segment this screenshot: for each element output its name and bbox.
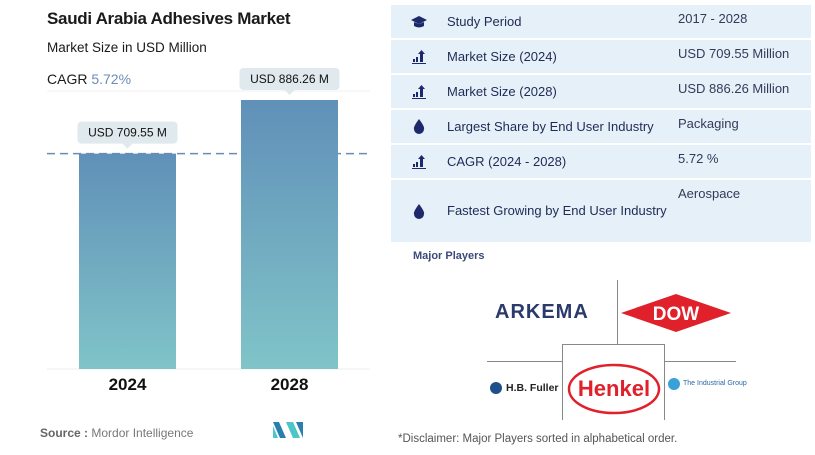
- henkel-box: [562, 344, 665, 420]
- summary-row: Study Period 2017 - 2028: [391, 5, 811, 40]
- data-label-pointer: [122, 143, 133, 149]
- summary-label: Largest Share by End User Industry: [447, 118, 654, 134]
- graduation-cap-icon: [391, 15, 447, 28]
- summary-row: Fastest Growing by End User Industry Aero…: [391, 180, 811, 244]
- drop-icon: [391, 203, 447, 219]
- henkel-logo-text: Henkel: [578, 376, 650, 401]
- source: Source : Mordor Intelligence: [40, 426, 193, 440]
- divider: [487, 361, 563, 362]
- hb-fuller-logo-text: H.B. Fuller: [506, 382, 559, 394]
- summary-row: CAGR (2024 - 2028) 5.72 %: [391, 145, 811, 180]
- disclaimer: *Disclaimer: Major Players sorted in alp…: [398, 433, 678, 445]
- bar-chart-up-icon: [391, 49, 447, 64]
- source-label: Source :: [40, 426, 89, 440]
- chart-title: Saudi Arabia Adhesives Market: [47, 9, 291, 28]
- summary-value: 5.72 %: [678, 151, 719, 166]
- dow-logo-text: DOW: [653, 304, 700, 325]
- summary-label: CAGR (2024 - 2028): [447, 153, 567, 169]
- summary-value: Aerospace: [678, 186, 741, 201]
- data-label-bubble: [239, 68, 340, 90]
- summary-row: Market Size (2028) USD 886.26 Million: [391, 75, 811, 110]
- bar-2024: [79, 153, 176, 369]
- drop-icon: [391, 119, 447, 134]
- summary-row: Largest Share by End User Industry Packag…: [391, 110, 811, 145]
- chart-subtitle: Market Size in USD Million: [47, 40, 207, 55]
- hb-fuller-logo: H.B. Fuller: [490, 382, 559, 394]
- cagr-value: 5.72%: [91, 71, 132, 87]
- summary-label: Study Period: [447, 13, 522, 29]
- dow-logo: DOW: [621, 294, 731, 332]
- cagr-label: CAGR: [47, 71, 88, 87]
- bar-2028: [241, 100, 338, 369]
- summary-row: Market Size (2024) USD 709.55 Million: [391, 40, 811, 75]
- industrial-group-logo: The Industrial Group: [668, 378, 749, 390]
- industrial-group-logo-text: The Industrial Group: [683, 380, 747, 387]
- arkema-logo-text: ARKEMA: [495, 301, 589, 323]
- major-players-heading: Major Players: [413, 250, 485, 262]
- bar-chart: USD 709.55 M 2024 USD 886.26 M 2028: [47, 68, 370, 394]
- x-tick-label: 2028: [271, 375, 309, 394]
- summary-label: Market Size (2024): [447, 48, 557, 64]
- summary-label: Market Size (2028): [447, 83, 557, 99]
- cagr-text: CAGR 5.72%: [47, 71, 131, 87]
- summary-value: Packaging: [678, 116, 739, 131]
- summary-value: 2017 - 2028: [678, 11, 748, 26]
- bar-chart-up-icon: [391, 84, 447, 99]
- arkema-logo: ARKEMA: [495, 301, 589, 324]
- divider: [617, 280, 618, 344]
- henkel-logo: Henkel: [567, 363, 661, 415]
- bar-chart-up-icon: [391, 154, 447, 169]
- x-tick-label: 2024: [109, 375, 147, 394]
- summary-label: Fastest Growing by End User Industry: [447, 203, 667, 218]
- summary-value: USD 886.26 Million: [678, 81, 790, 96]
- summary-value: USD 709.55 Million: [678, 46, 790, 61]
- data-label-pointer: [284, 90, 295, 95]
- source-value: Mordor Intelligence: [91, 426, 194, 440]
- divider: [664, 361, 736, 362]
- mordor-intelligence-logo: [273, 422, 303, 438]
- data-label-bubble: [77, 121, 178, 144]
- summary-table: Study Period 2017 - 2028 Market Size (2024…: [391, 5, 811, 244]
- data-label: USD 709.55 M: [88, 126, 167, 140]
- data-label: USD 886.26 M: [250, 72, 329, 86]
